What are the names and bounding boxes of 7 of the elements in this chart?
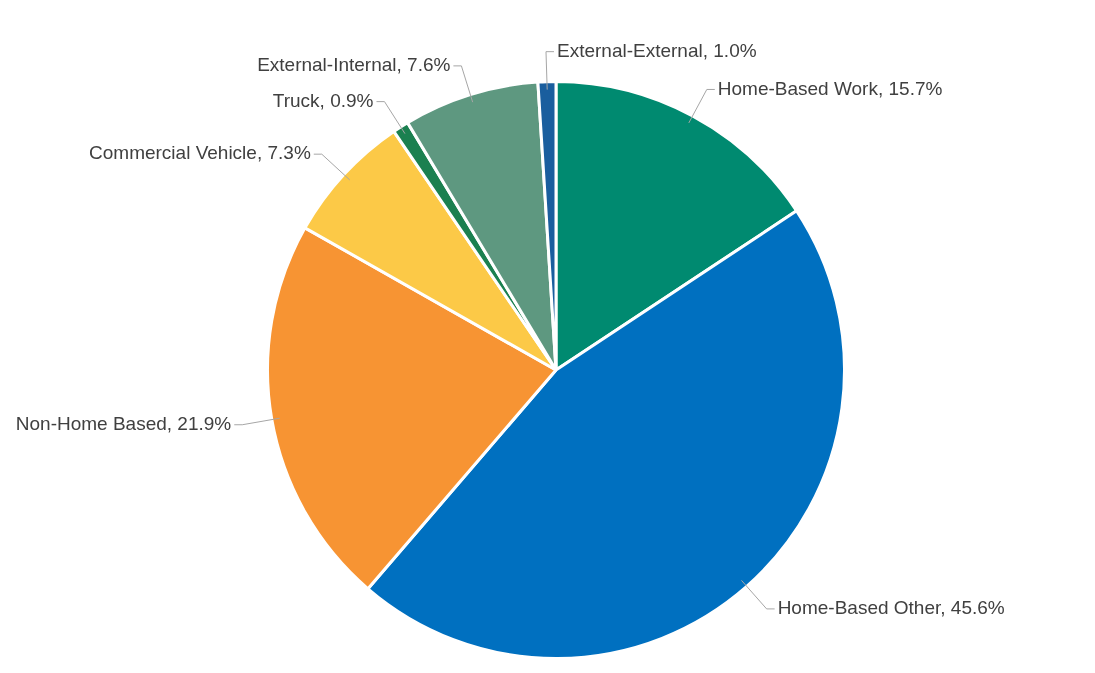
slice-label: Home-Based Work, 15.7% (717, 77, 943, 99)
slice-label: Commercial Vehicle, 7.3% (89, 142, 311, 164)
slice-label: Home-Based Other, 45.6% (777, 597, 1005, 619)
slice-label: Non-Home Based, 21.9% (15, 412, 232, 434)
slice-label: External-External, 1.0% (557, 39, 757, 61)
slice-label: External-Internal, 7.6% (257, 54, 451, 76)
slice-label: Truck, 0.9% (272, 89, 374, 111)
